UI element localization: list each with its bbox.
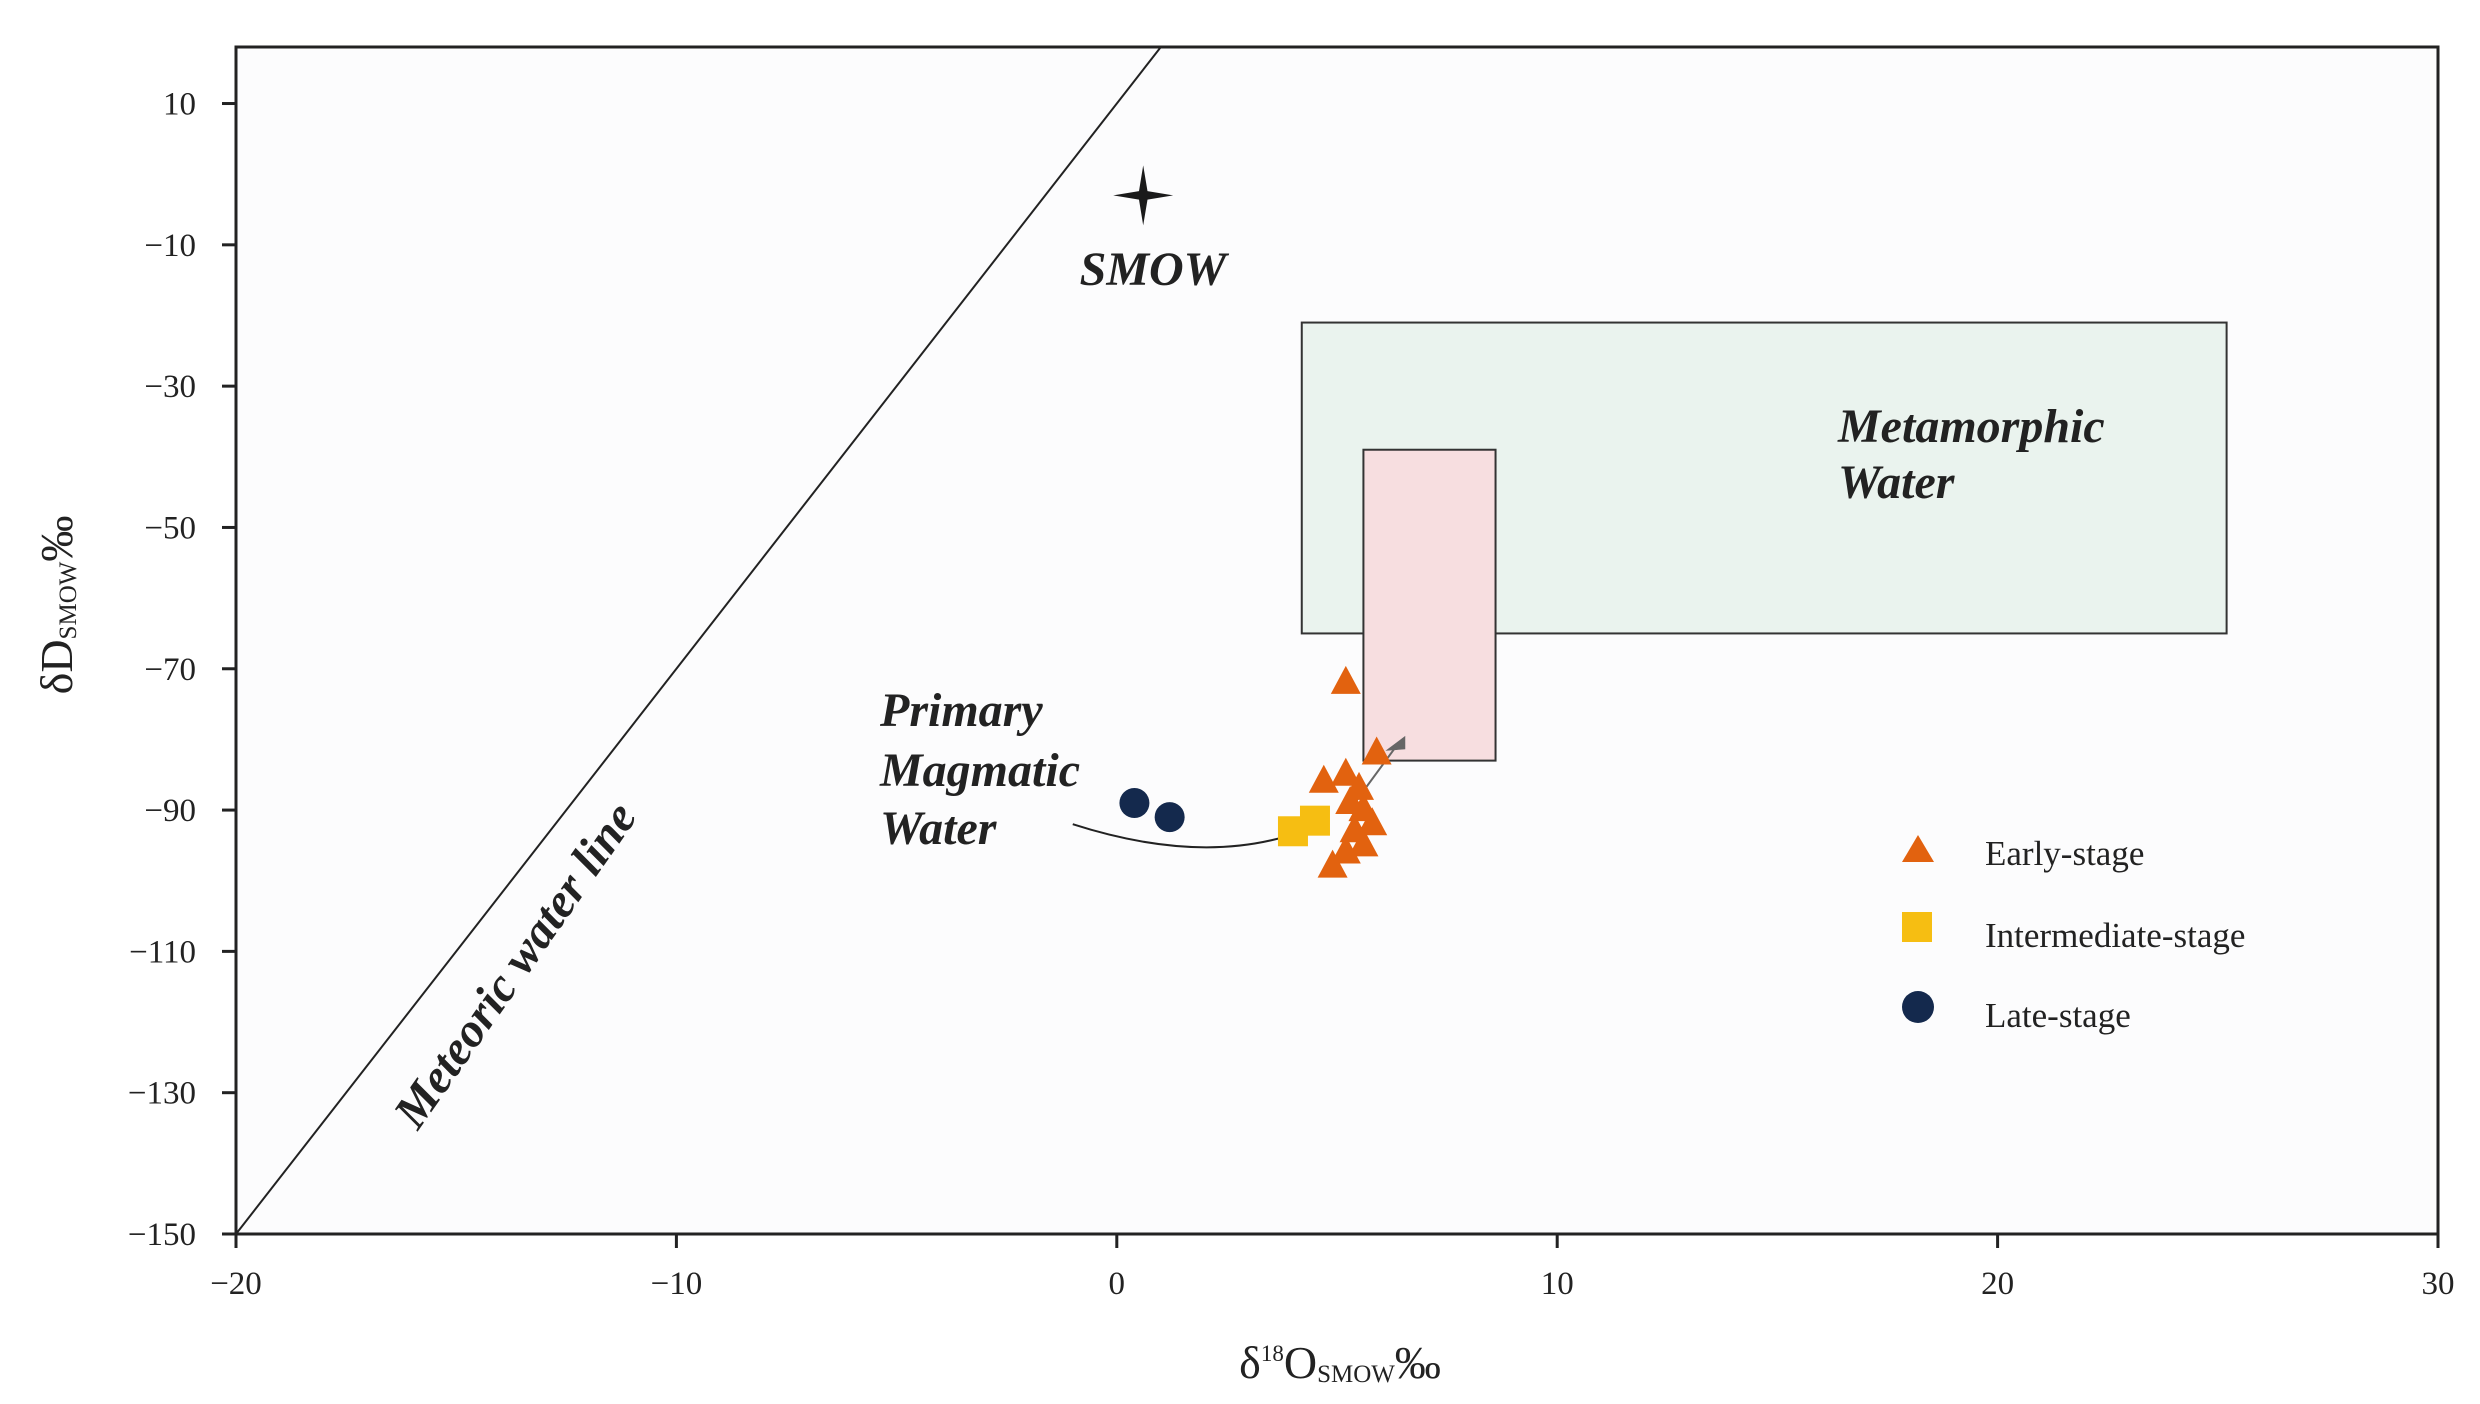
primary-magmatic-water-box (1362, 448, 1497, 762)
y-tick-label-4: −50 (144, 510, 196, 546)
legend-triangle-marker (1902, 835, 1934, 862)
early-stage-point-8 (1357, 807, 1388, 836)
y-axis-title-base: δD (31, 639, 82, 694)
y-axis-title-sub: SMOW (55, 561, 82, 639)
early-stage-point-1 (1330, 665, 1361, 694)
meteoric-water-line (235, 46, 1162, 1235)
primary-magmatic-water-label-line2: Magmatic (879, 744, 1080, 797)
metamorphic-water-label-line2: Water (1838, 456, 1956, 509)
legend-early-stage: Early-stage (1985, 834, 2144, 873)
y-tick-label-7: −110 (129, 934, 196, 970)
early-stage-point-4 (1330, 757, 1361, 786)
x-axis-title-sup: 18 (1261, 1341, 1284, 1366)
x-tick-label-4: 10 (1541, 1266, 1574, 1302)
legend-intermediate-stage: Intermediate-stage (1985, 916, 2245, 955)
late-stage-point-1 (1119, 788, 1150, 819)
meteoric-water-line-group (235, 46, 1162, 1235)
smow-group (1113, 165, 1174, 226)
x-tick-label-3: 0 (1109, 1266, 1126, 1302)
legend-square-marker (1902, 912, 1932, 942)
primary-magmatic-water-label-line3: Water (880, 802, 998, 855)
x-axis-title: δ18OSMOW‰ (1239, 1337, 1441, 1388)
x-tick-label-5: 20 (1981, 1266, 2014, 1302)
x-tick-label-2: −10 (651, 1266, 703, 1302)
intermediate-stage-point-2 (1299, 805, 1330, 836)
y-tick-label-3: −30 (144, 369, 196, 405)
early-stage-point-3 (1308, 764, 1339, 793)
y-tick-label-9: −150 (128, 1217, 196, 1253)
primary-magmatic-water-label: Primary Magmatic Water (879, 684, 1092, 855)
smow-star-marker (1113, 165, 1174, 226)
x-axis-title-delta: δ (1239, 1337, 1261, 1388)
plot-frame (234, 45, 2440, 1236)
early-stage-point-2 (1361, 736, 1392, 765)
legend-late-stage: Late-stage (1985, 996, 2131, 1035)
x-tick-label-6: 30 (2422, 1266, 2455, 1302)
evolution-curve (1072, 823, 1303, 849)
smow-label: SMOW (1080, 243, 1230, 296)
y-tick-label-2: −10 (144, 228, 196, 264)
plot-background (236, 47, 2438, 1234)
metamorphic-water-label: Metamorphic Water (1837, 400, 2117, 509)
data-points (1119, 665, 1392, 878)
x-axis-title-sub: SMOW (1317, 1361, 1395, 1388)
y-axis-title-unit: ‰ (31, 516, 82, 562)
y-axis-title: δDSMOW‰ (31, 516, 82, 695)
y-axis: 10 −10 −30 −50 −70 −90 −110 −130 −150 (128, 87, 236, 1253)
early-stage-point-12 (1317, 849, 1348, 878)
y-tick-label-6: −90 (144, 793, 196, 829)
y-tick-label-1: 10 (163, 87, 196, 123)
x-tick-label-1: −20 (210, 1266, 262, 1302)
x-axis-title-main: O (1284, 1337, 1317, 1388)
reference-regions (1300, 321, 2228, 762)
primary-magmatic-water-label-line1: Primary (879, 684, 1043, 737)
x-axis-title-unit: ‰ (1395, 1337, 1441, 1388)
y-tick-label-5: −70 (144, 652, 196, 688)
evolution-arrow-head (1385, 735, 1406, 751)
x-axis: −20 −10 0 10 20 30 (210, 1234, 2455, 1302)
early-stage-point-10 (1348, 828, 1379, 857)
legend: Early-stage Intermediate-stage Late-stag… (1902, 834, 2245, 1035)
legend-circle-marker (1902, 991, 1934, 1023)
early-stage-point-11 (1330, 835, 1361, 864)
late-stage-point-2 (1154, 802, 1185, 833)
y-tick-label-8: −130 (128, 1076, 196, 1112)
metamorphic-water-label-line1: Metamorphic (1837, 400, 2105, 453)
